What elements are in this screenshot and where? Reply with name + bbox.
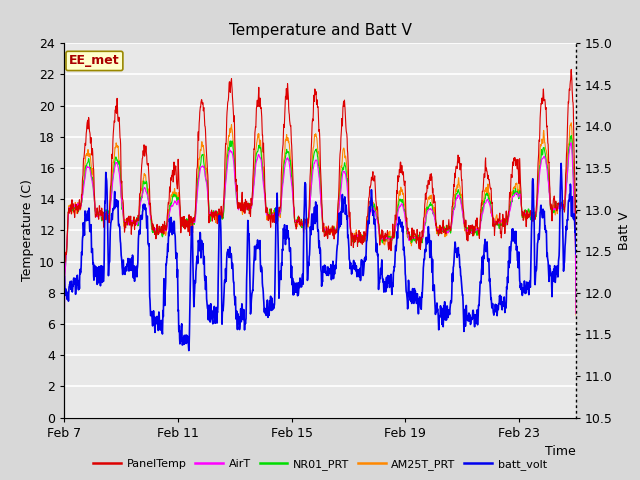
X-axis label: Time: Time — [545, 445, 576, 458]
Y-axis label: Batt V: Batt V — [618, 211, 632, 250]
Text: EE_met: EE_met — [69, 54, 120, 67]
Y-axis label: Temperature (C): Temperature (C) — [20, 180, 33, 281]
Legend: PanelTemp, AirT, NR01_PRT, AM25T_PRT, batt_volt: PanelTemp, AirT, NR01_PRT, AM25T_PRT, ba… — [88, 455, 552, 474]
Title: Temperature and Batt V: Temperature and Batt V — [228, 23, 412, 38]
